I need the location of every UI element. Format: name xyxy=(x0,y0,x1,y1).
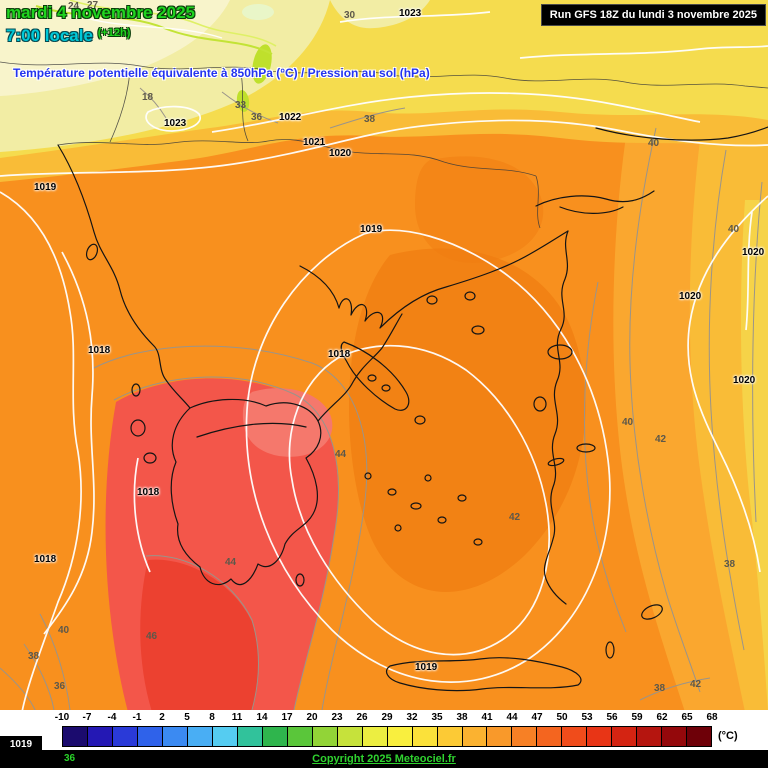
map-subtitle: Température potentielle équivalente à 85… xyxy=(13,66,430,80)
legend-color-bar xyxy=(62,726,712,747)
legend-color-segment xyxy=(462,727,488,746)
legend-color-segment xyxy=(537,727,563,746)
legend-color-segment xyxy=(562,727,588,746)
legend-tick: -7 xyxy=(82,712,92,723)
legend-color-segment xyxy=(387,727,413,746)
legend-tick: 59 xyxy=(631,712,643,723)
coastline-layer xyxy=(57,126,768,692)
legend-tick: 56 xyxy=(606,712,618,723)
legend-color-segment xyxy=(612,727,638,746)
valid-time-text: 7:00 locale xyxy=(6,26,93,45)
forecast-offset: (+12h) xyxy=(97,27,131,39)
legend-tick: 32 xyxy=(406,712,418,723)
legend-ticks: -10 -7 -4 -1 2 5 8 11 14 17 20 23 26 29 32 35 38 41 44 47 50… xyxy=(0,712,768,724)
legend-color-segment xyxy=(262,727,288,746)
legend-tick: 29 xyxy=(381,712,393,723)
map-canvas xyxy=(0,0,768,712)
legend-color-segment xyxy=(412,727,438,746)
theta-fill-layer xyxy=(0,0,768,712)
legend-color-segment xyxy=(162,727,188,746)
legend-tick: 41 xyxy=(481,712,493,723)
valid-time: 7:00 locale (+12h) xyxy=(6,26,130,46)
legend-color-segment xyxy=(587,727,613,746)
legend-color-segment xyxy=(137,727,163,746)
legend-tick: 20 xyxy=(306,712,318,723)
legend-tick: 17 xyxy=(281,712,293,723)
legend-tick: 44 xyxy=(506,712,518,723)
legend-color-segment xyxy=(487,727,513,746)
valid-date: mardi 4 novembre 2025 xyxy=(6,3,195,22)
legend-tick: 23 xyxy=(331,712,343,723)
legend-color-segment xyxy=(63,727,88,746)
legend-color-segment xyxy=(512,727,538,746)
run-info-box: Run GFS 18Z du lundi 3 novembre 2025 xyxy=(540,4,766,26)
legend-unit: (°C) xyxy=(718,730,738,742)
legend-tick: -10 xyxy=(54,712,70,723)
legend-tick: -4 xyxy=(107,712,117,723)
top-green-contours xyxy=(35,0,277,55)
corner-pressure-label: 1019 xyxy=(0,736,42,752)
legend-tick: -1 xyxy=(132,712,142,723)
legend-tick: 53 xyxy=(581,712,593,723)
legend-tick: 38 xyxy=(456,712,468,723)
legend-color-segment xyxy=(337,727,363,746)
legend-color-segment xyxy=(212,727,238,746)
legend-tick: 5 xyxy=(184,712,190,723)
legend-tick: 11 xyxy=(231,712,243,723)
legend-color-segment xyxy=(662,727,688,746)
legend-tick: 47 xyxy=(531,712,543,723)
legend-tick: 68 xyxy=(706,712,718,723)
legend-color-segment xyxy=(287,727,313,746)
legend-tick: 50 xyxy=(556,712,568,723)
theta-contour-layer xyxy=(0,87,763,712)
legend-color-segment xyxy=(687,727,712,746)
legend-color-segment xyxy=(437,727,463,746)
legend-tick: 35 xyxy=(431,712,443,723)
isobar-layer xyxy=(0,11,768,712)
legend-tick: 65 xyxy=(681,712,693,723)
legend-color-segment xyxy=(112,727,138,746)
copyright-link[interactable]: Copyright 2025 Meteociel.fr xyxy=(312,753,456,765)
corner-theta-label: 36 xyxy=(64,753,76,764)
legend-tick: 14 xyxy=(256,712,268,723)
legend-color-segment xyxy=(87,727,113,746)
legend-tick: 26 xyxy=(356,712,368,723)
legend-tick: 2 xyxy=(159,712,165,723)
border-layer xyxy=(0,61,768,229)
legend-tick: 62 xyxy=(656,712,668,723)
color-legend: -10 -7 -4 -1 2 5 8 11 14 17 20 23 26 29 32 35 38 41 44 47 50… xyxy=(0,710,768,750)
legend-color-segment xyxy=(237,727,263,746)
legend-color-segment xyxy=(312,727,338,746)
legend-color-segment xyxy=(362,727,388,746)
legend-color-segment xyxy=(187,727,213,746)
legend-tick: 8 xyxy=(209,712,215,723)
legend-color-segment xyxy=(637,727,663,746)
footer-bar: Copyright 2025 Meteociel.fr xyxy=(0,750,768,768)
